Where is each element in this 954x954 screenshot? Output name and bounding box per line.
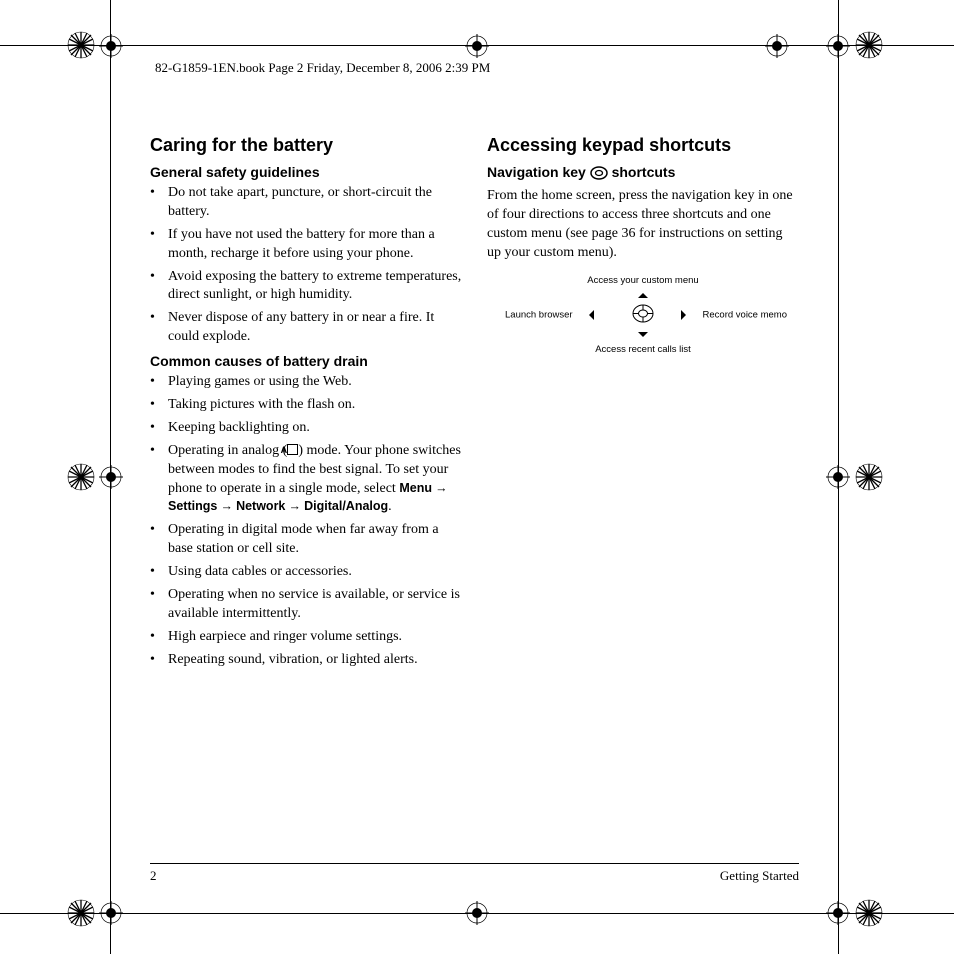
content-area: Caring for the battery General safety gu… (150, 135, 799, 674)
subheading-text: Navigation key (487, 164, 590, 180)
list-item: Taking pictures with the flash on. (150, 396, 462, 415)
safety-list: Do not take apart, puncture, or short-ci… (150, 184, 462, 347)
heading-battery: Caring for the battery (150, 135, 462, 156)
subheading-navkey: Navigation key shortcuts (487, 164, 799, 183)
drain-list: Playing games or using the Web. Taking p… (150, 373, 462, 669)
triangle-up-icon (638, 288, 648, 298)
page-number: 2 (150, 868, 157, 884)
list-item: Keeping backlighting on. (150, 419, 462, 438)
registration-mark-icon (765, 34, 789, 58)
registration-mark-icon (826, 901, 850, 925)
left-column: Caring for the battery General safety gu… (150, 135, 462, 674)
menu-path-segment: Network (236, 499, 285, 513)
section-name: Getting Started (720, 868, 799, 884)
list-item: Playing games or using the Web. (150, 373, 462, 392)
list-item: Repeating sound, vibration, or lighted a… (150, 651, 462, 670)
menu-path-segment: Digital/Analog (304, 499, 388, 513)
list-item: Never dispose of any battery in or near … (150, 309, 462, 347)
crop-radial-icon (854, 462, 884, 492)
crop-radial-icon (66, 462, 96, 492)
registration-mark-icon (465, 901, 489, 925)
list-item: Operating when no service is available, … (150, 586, 462, 624)
nav-label-left: Launch browser (505, 309, 573, 320)
registration-mark-icon (465, 34, 489, 58)
header-imprint: 82-G1859-1EN.book Page 2 Friday, Decembe… (155, 60, 490, 76)
registration-mark-icon (826, 465, 850, 489)
menu-path-segment: Settings (168, 499, 217, 513)
analog-mode-icon: A (287, 444, 298, 455)
subheading-drain: Common causes of battery drain (150, 353, 462, 369)
list-item: Do not take apart, puncture, or short-ci… (150, 184, 462, 222)
registration-mark-icon (99, 465, 123, 489)
footer-rule (150, 863, 799, 864)
nav-label-down: Access recent calls list (595, 344, 691, 355)
list-item: If you have not used the battery for mor… (150, 226, 462, 264)
right-column: Accessing keypad shortcuts Navigation ke… (487, 135, 799, 674)
triangle-left-icon (584, 310, 594, 320)
crop-radial-icon (66, 898, 96, 928)
nav-label-right: Record voice memo (703, 309, 787, 320)
paragraph-navkey: From the home screen, press the navigati… (487, 187, 799, 263)
heading-shortcuts: Accessing keypad shortcuts (487, 135, 799, 156)
registration-mark-icon (99, 34, 123, 58)
list-item: Avoid exposing the battery to extreme te… (150, 268, 462, 306)
menu-path-segment: Menu (399, 481, 432, 495)
subheading-safety: General safety guidelines (150, 164, 462, 180)
list-item: High earpiece and ringer volume settings… (150, 628, 462, 647)
registration-mark-icon (99, 901, 123, 925)
navigation-key-icon (632, 303, 654, 326)
triangle-down-icon (638, 332, 648, 342)
crop-radial-icon (66, 30, 96, 60)
list-item: Operating in digital mode when far away … (150, 521, 462, 559)
subheading-text: shortcuts (612, 164, 676, 180)
crop-radial-icon (854, 30, 884, 60)
navigation-key-icon (590, 166, 608, 183)
crop-radial-icon (854, 898, 884, 928)
registration-mark-icon (826, 34, 850, 58)
nav-label-up: Access your custom menu (587, 275, 698, 286)
triangle-right-icon (681, 310, 691, 320)
footer: 2 Getting Started (150, 868, 799, 884)
list-item: Using data cables or accessories. (150, 563, 462, 582)
navigation-diagram: Access your custom menu Access recent ca… (487, 275, 799, 355)
list-item-analog: Operating in analog (A) mode. Your phone… (150, 442, 462, 518)
